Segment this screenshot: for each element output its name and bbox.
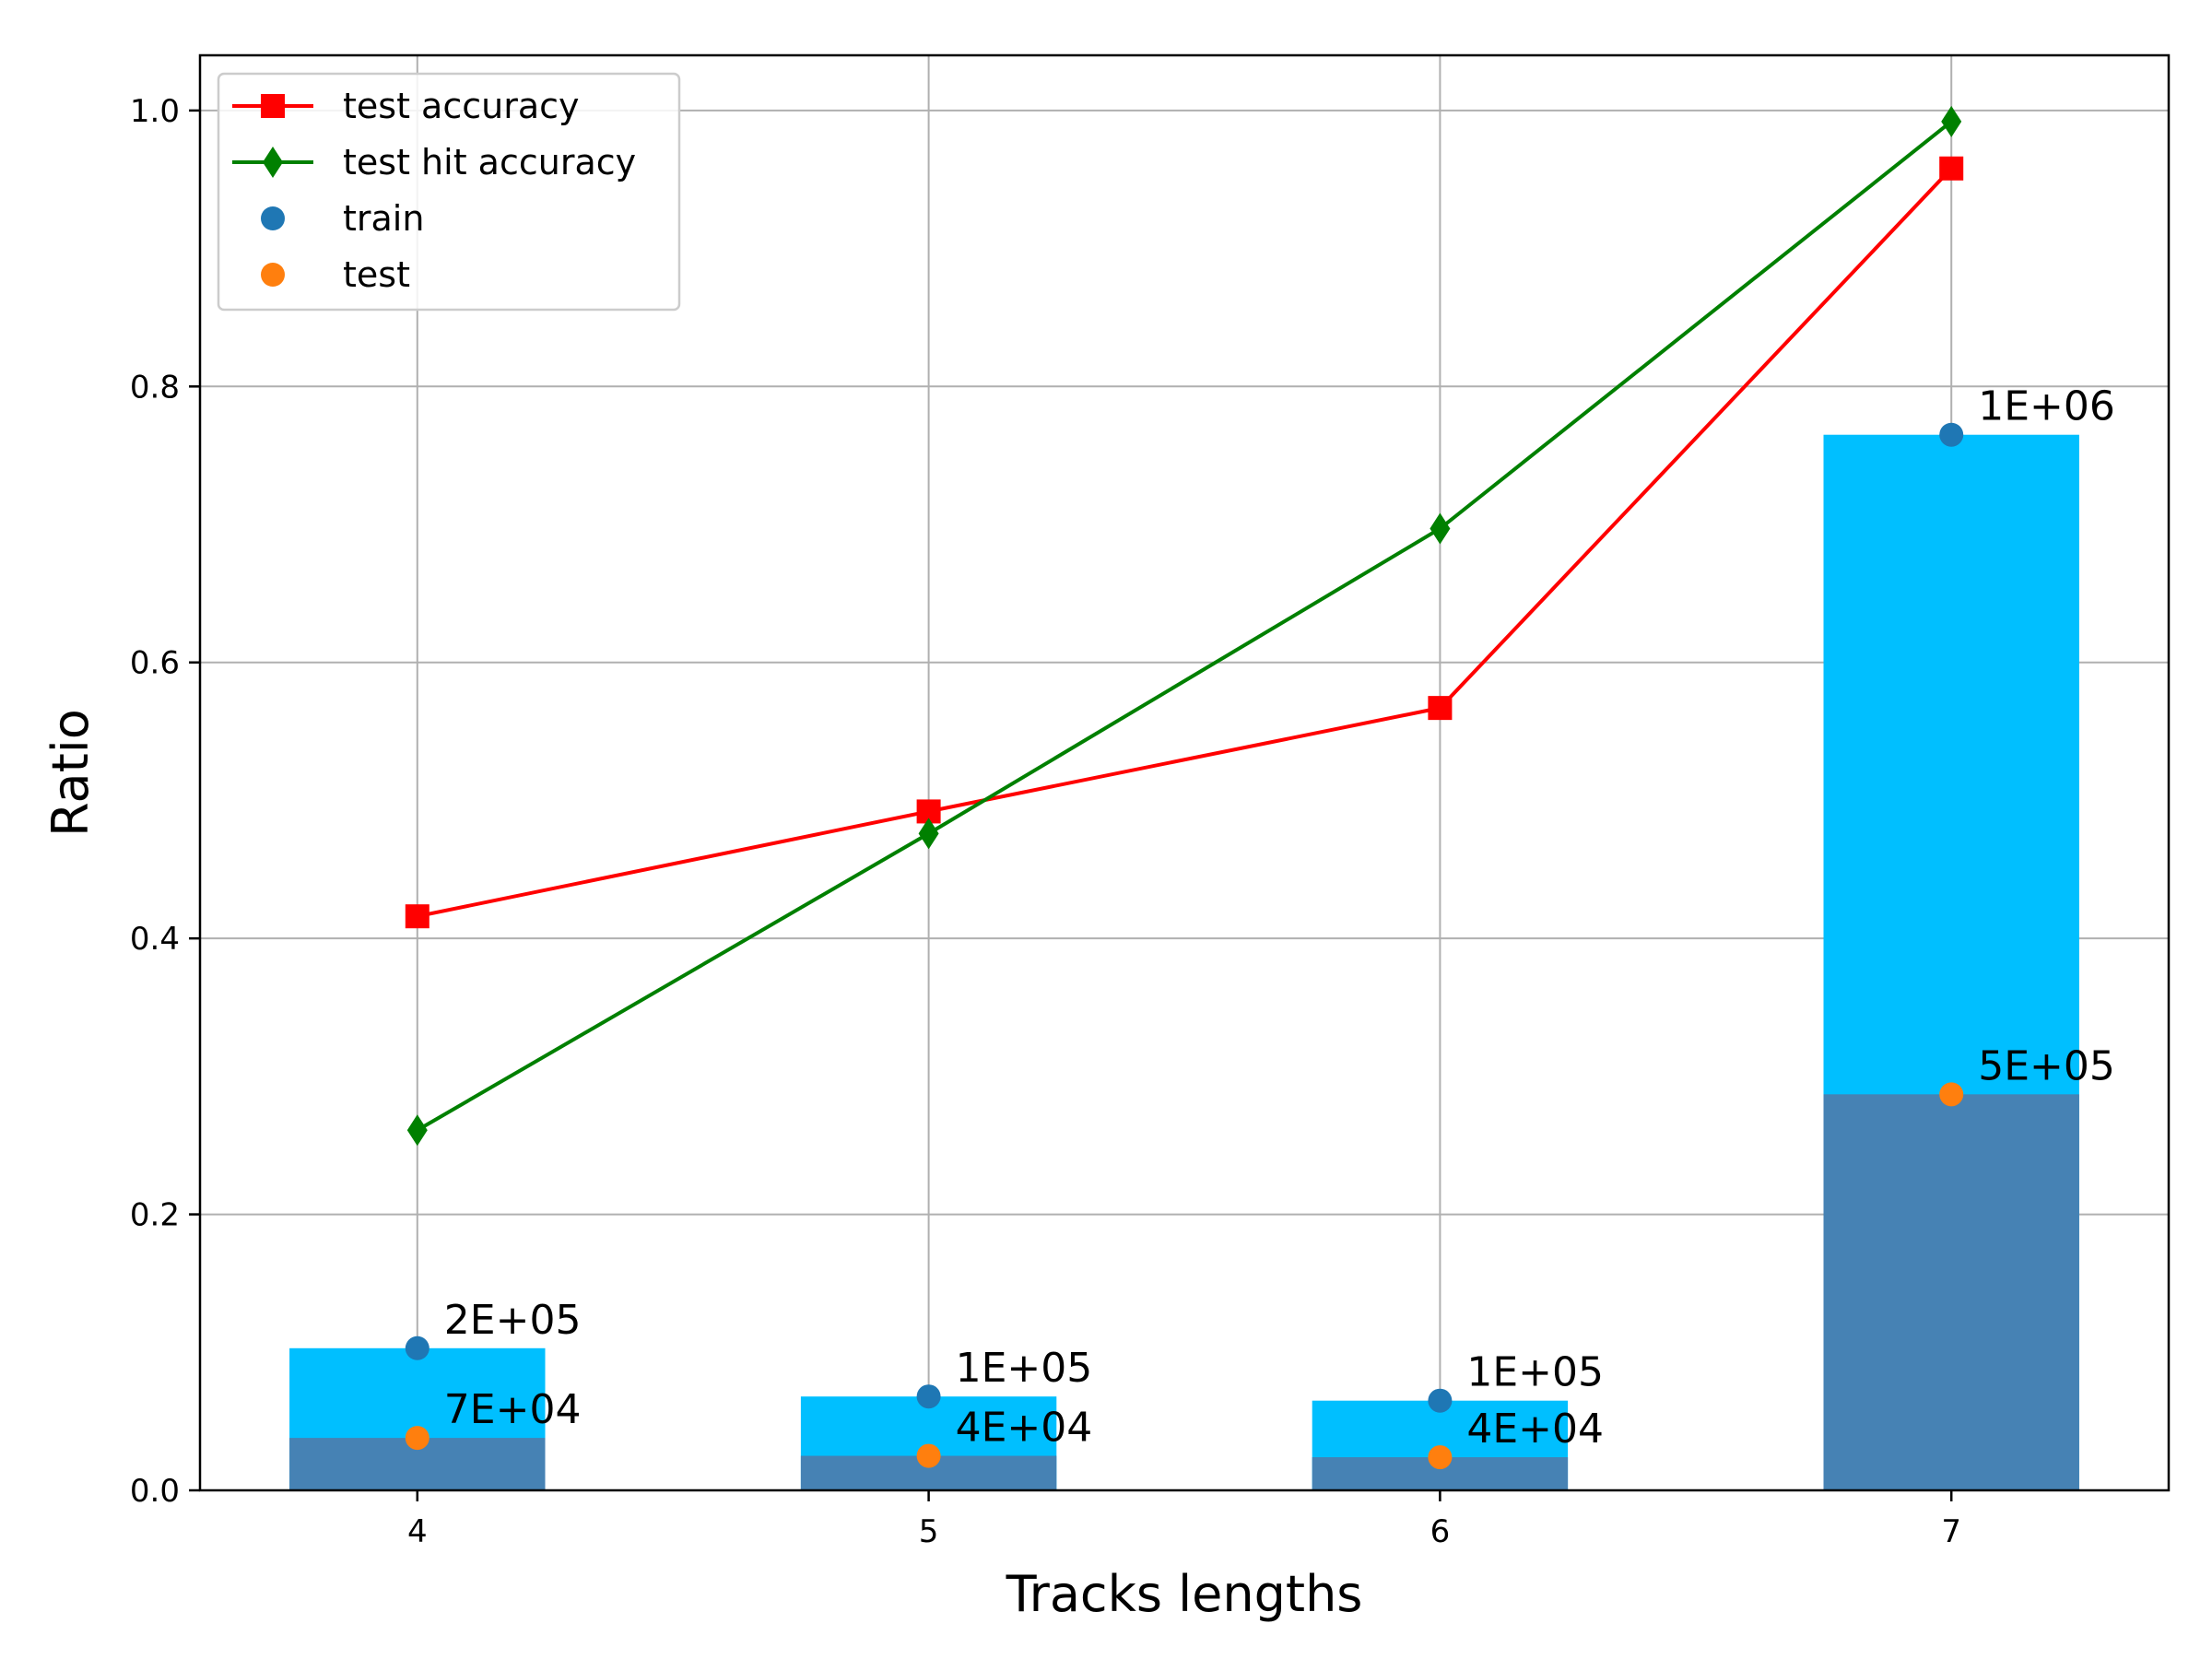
point-test [405, 1426, 429, 1451]
data-label-test: 4E+04 [956, 1405, 1093, 1452]
y-tick-label: 0.4 [130, 921, 180, 958]
point-train [405, 1335, 429, 1360]
legend-label: test hit accuracy [343, 142, 636, 182]
bars [289, 434, 2079, 1490]
point-test [916, 1443, 941, 1468]
data-label-test: 5E+05 [1978, 1042, 2115, 1089]
legend-box [217, 72, 681, 312]
series-line-test-accuracy [417, 167, 1953, 919]
point-train [1939, 422, 1964, 447]
y-tick-label: 0.2 [130, 1197, 180, 1234]
data-label-test: 4E+04 [1466, 1406, 1604, 1453]
data-label-train: 1E+05 [956, 1345, 1093, 1392]
legend-marker [261, 263, 285, 287]
legend: test accuracy test hit accuracy train test [217, 72, 681, 312]
legend-marker [263, 147, 283, 178]
point-test-hit-accuracy [406, 1114, 428, 1147]
y-tick-label: 0.0 [130, 1473, 180, 1510]
y-tick-label: 0.8 [130, 369, 180, 406]
bar-test [1823, 1094, 2079, 1490]
legend-label: test accuracy [343, 86, 580, 126]
data-label-train: 1E+05 [1466, 1349, 1604, 1396]
lines [416, 120, 1953, 1132]
legend-label: train [343, 198, 424, 239]
point-test-accuracy [405, 904, 429, 929]
y-tick-label: 0.6 [130, 645, 180, 682]
ticks: 4 5 6 7 0.0 0.2 0.4 0.6 0.8 1.0 [130, 93, 1961, 1550]
point-test-hit-accuracy [1941, 105, 1962, 137]
x-axis-label: Tracks lengths [1006, 1565, 1363, 1623]
data-label-test: 7E+04 [444, 1386, 582, 1433]
legend-marker [261, 206, 285, 230]
point-train [1428, 1388, 1453, 1413]
x-tick-label: 5 [919, 1513, 939, 1550]
series-line-test-hit-accuracy [416, 120, 1953, 1132]
point-test-accuracy [1428, 696, 1453, 721]
point-test [1428, 1445, 1453, 1470]
annotations: 2E+05 1E+05 1E+05 1E+06 7E+04 4E+04 4E+04 5E+05 [444, 383, 2115, 1453]
data-label-train: 2E+05 [444, 1297, 582, 1344]
point-test-hit-accuracy [1430, 512, 1451, 545]
plot-frame [198, 53, 2171, 1492]
legend-marker [261, 94, 285, 118]
y-axis-label: Ratio [41, 709, 100, 837]
legend-label: test [343, 254, 410, 295]
point-test [1939, 1082, 1964, 1107]
point-test-accuracy [1939, 156, 1964, 181]
data-label-train: 1E+06 [1978, 383, 2115, 430]
point-train [916, 1384, 941, 1409]
points [405, 105, 1964, 1470]
x-tick-label: 6 [1430, 1513, 1451, 1550]
y-tick-label: 1.0 [130, 93, 180, 130]
x-tick-label: 7 [1941, 1513, 1961, 1550]
x-tick-label: 4 [407, 1513, 428, 1550]
point-test-hit-accuracy [918, 818, 939, 850]
